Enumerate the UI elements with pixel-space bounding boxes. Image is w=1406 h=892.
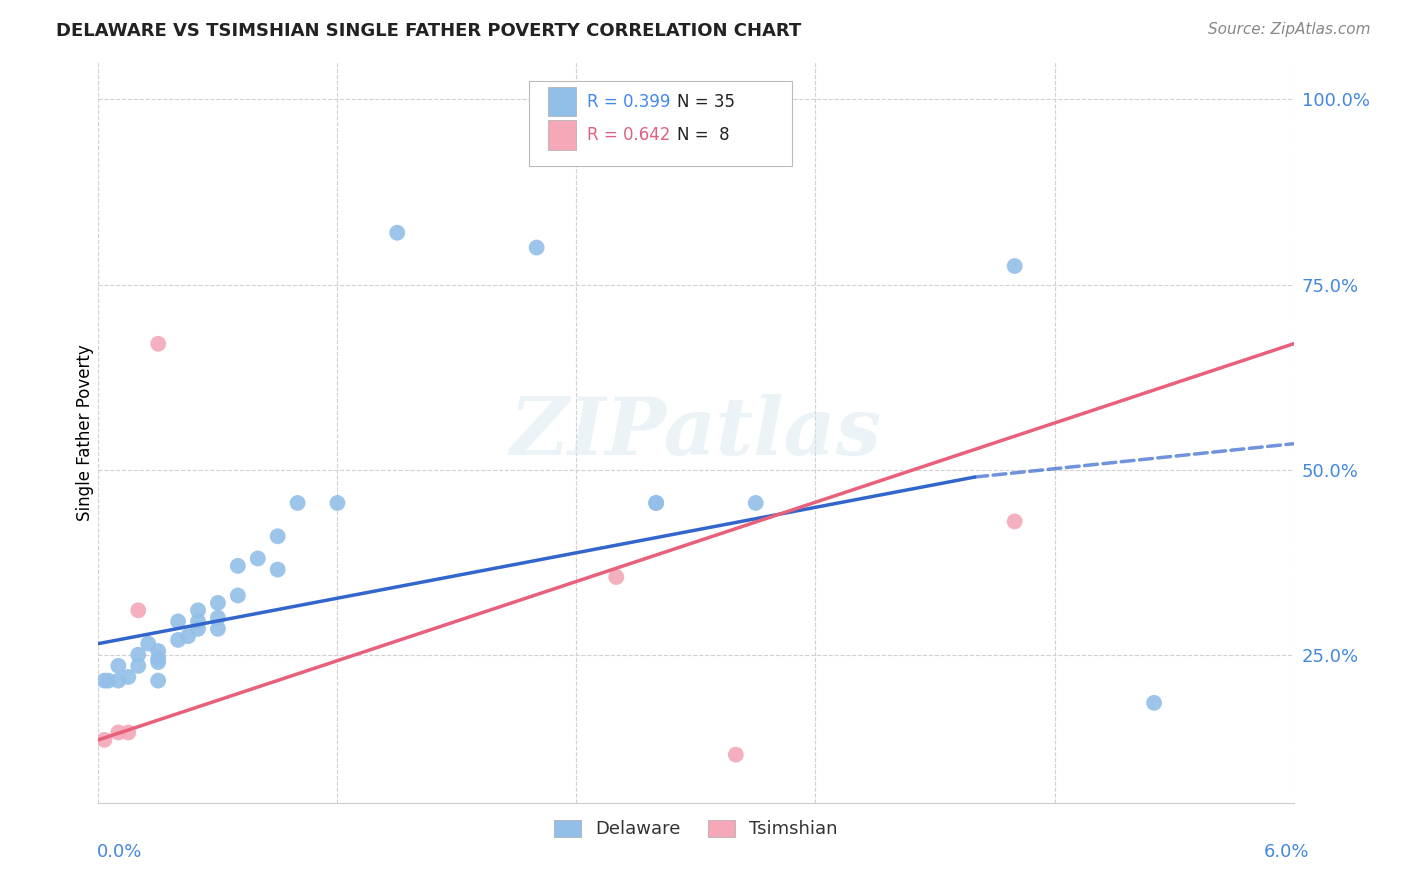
Legend: Delaware, Tsimshian: Delaware, Tsimshian: [547, 813, 845, 846]
Point: [605, 570, 627, 584]
Text: ZIPatlas: ZIPatlas: [510, 394, 882, 471]
Point: [385, 226, 409, 240]
Point: [1004, 259, 1026, 273]
FancyBboxPatch shape: [529, 81, 792, 166]
Point: [326, 496, 349, 510]
Point: [207, 622, 229, 636]
Point: [645, 496, 668, 510]
Point: [117, 725, 139, 739]
Point: [645, 496, 668, 510]
Point: [97, 673, 120, 688]
FancyBboxPatch shape: [548, 120, 576, 150]
Point: [93, 732, 115, 747]
Point: [148, 655, 170, 669]
Point: [177, 629, 200, 643]
Text: N = 35: N = 35: [676, 93, 735, 111]
Point: [127, 658, 149, 673]
Point: [187, 603, 209, 617]
Text: 0.0%: 0.0%: [97, 843, 142, 861]
Point: [246, 551, 269, 566]
Point: [107, 673, 129, 688]
Point: [207, 596, 229, 610]
Point: [287, 496, 309, 510]
Text: 6.0%: 6.0%: [1264, 843, 1309, 861]
Point: [93, 673, 115, 688]
Point: [1143, 696, 1166, 710]
Point: [187, 622, 209, 636]
Point: [226, 558, 249, 573]
Point: [526, 240, 548, 254]
Point: [127, 603, 149, 617]
Point: [107, 725, 129, 739]
Point: [148, 644, 170, 658]
Point: [207, 610, 229, 624]
Point: [127, 648, 149, 662]
Point: [117, 670, 139, 684]
Text: R = 0.399: R = 0.399: [588, 93, 671, 111]
Point: [107, 658, 129, 673]
Text: Source: ZipAtlas.com: Source: ZipAtlas.com: [1208, 22, 1371, 37]
Point: [148, 651, 170, 665]
Point: [267, 529, 290, 543]
Point: [148, 673, 170, 688]
Point: [267, 563, 290, 577]
Y-axis label: Single Father Poverty: Single Father Poverty: [76, 344, 94, 521]
Point: [187, 615, 209, 629]
Point: [1004, 515, 1026, 529]
Text: N =  8: N = 8: [676, 126, 730, 144]
Point: [167, 615, 190, 629]
Point: [226, 589, 249, 603]
Text: DELAWARE VS TSIMSHIAN SINGLE FATHER POVERTY CORRELATION CHART: DELAWARE VS TSIMSHIAN SINGLE FATHER POVE…: [56, 22, 801, 40]
Point: [745, 496, 768, 510]
Point: [148, 336, 170, 351]
Point: [724, 747, 747, 762]
Text: R = 0.642: R = 0.642: [588, 126, 671, 144]
FancyBboxPatch shape: [548, 87, 576, 117]
Point: [167, 632, 190, 647]
Point: [136, 637, 159, 651]
